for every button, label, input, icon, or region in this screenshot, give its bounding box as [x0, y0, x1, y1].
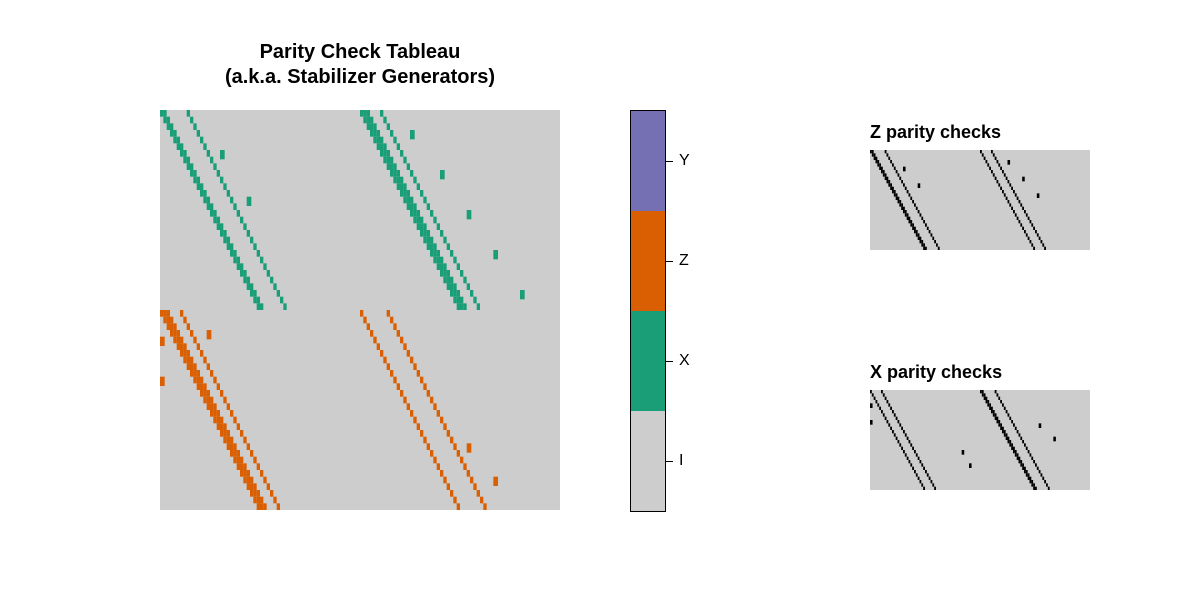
main-title: Parity Check Tableau (a.k.a. Stabilizer …	[160, 40, 560, 90]
x-parity-checks	[870, 390, 1090, 490]
colorbar-label: I	[679, 452, 683, 470]
colorbar-segment	[631, 111, 665, 211]
colorbar: YZXI	[630, 110, 666, 512]
colorbar-label: Z	[679, 252, 689, 270]
main-title-line1: Parity Check Tableau	[260, 41, 461, 63]
colorbar-label: X	[679, 352, 690, 370]
main-title-line2: (a.k.a. Stabilizer Generators)	[225, 66, 495, 88]
z-parity-checks	[870, 150, 1090, 250]
colorbar-segment	[631, 411, 665, 511]
colorbar-label: Y	[679, 152, 690, 170]
parity-check-tableau	[160, 110, 560, 510]
colorbar-segment	[631, 311, 665, 411]
x-checks-title: X parity checks	[870, 362, 1002, 383]
colorbar-segment	[631, 211, 665, 311]
z-checks-title: Z parity checks	[870, 122, 1001, 143]
